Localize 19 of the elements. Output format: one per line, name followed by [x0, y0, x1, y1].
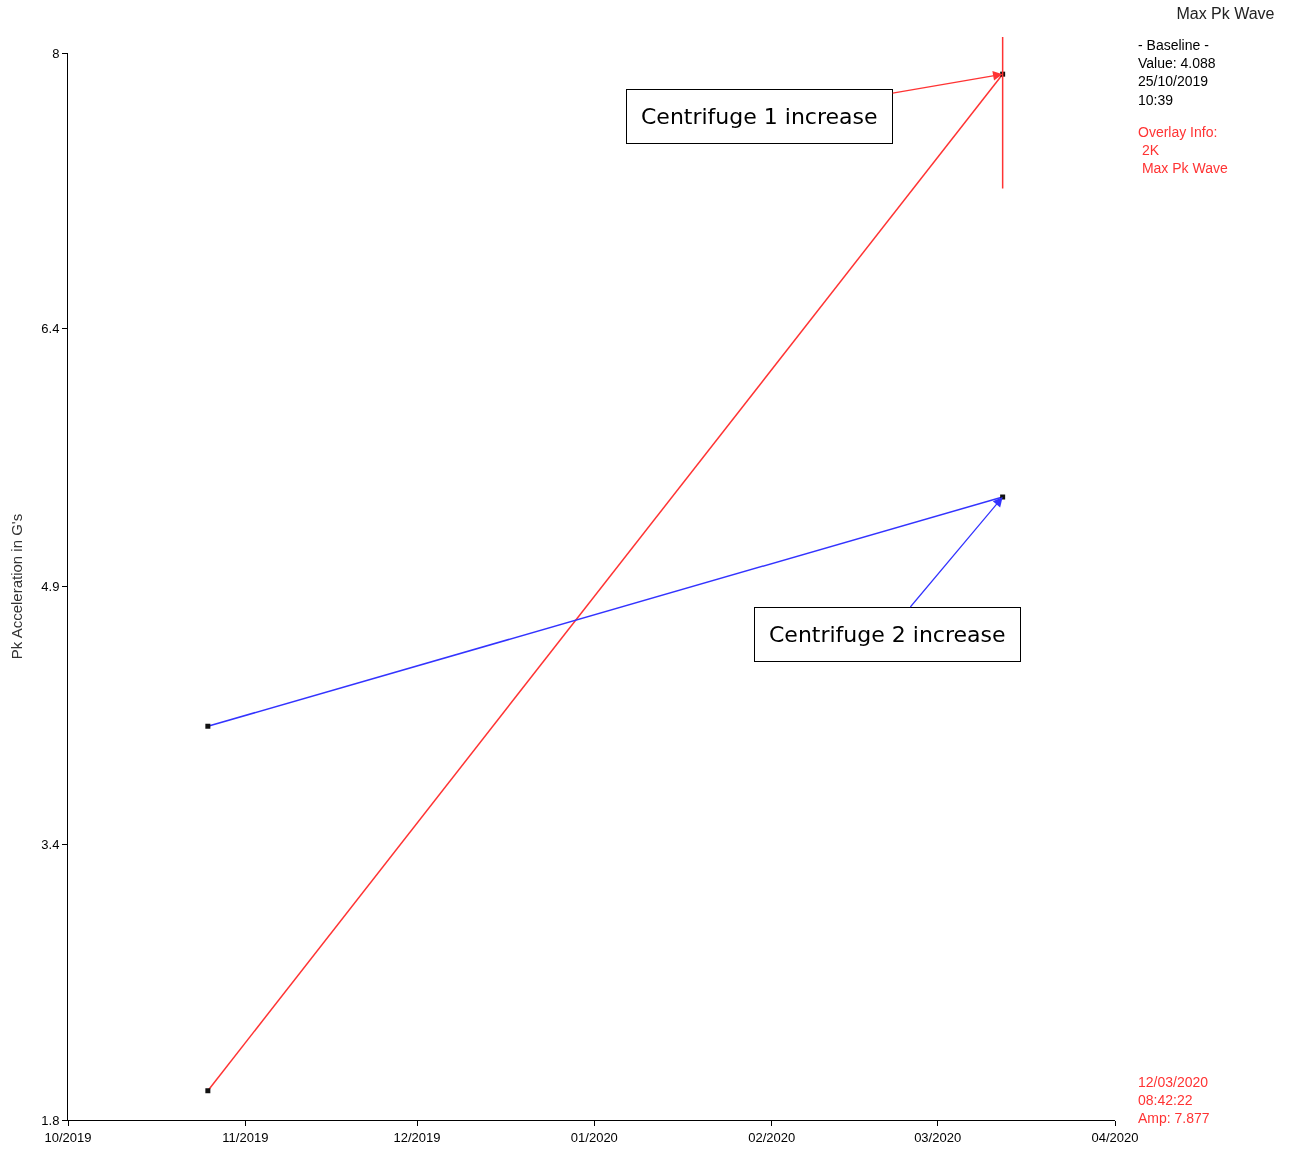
annotation: Centrifuge 2 increase — [769, 622, 1006, 647]
text: Overlay Info: 2K Max Pk Wave — [1138, 124, 1228, 177]
x-tick-label: 12/2019 — [393, 1129, 441, 1145]
y-tick-label: 8 — [52, 45, 60, 61]
x-tick-label: 02/2020 — [748, 1129, 796, 1145]
text: - Baseline - Value: 4.088 25/10/2019 10:39 — [1138, 37, 1216, 108]
x-tick-label: 11/2019 — [222, 1129, 269, 1145]
y-tick-label: 6.4 — [41, 320, 60, 336]
y-tick-label: 1.8 — [41, 1112, 60, 1128]
y-axis-title: Pk Acceleration in G's — [7, 513, 25, 660]
y-tick-label: 3.4 — [41, 837, 60, 853]
x-tick-label: 10/2019 — [44, 1129, 92, 1145]
x-tick-label: 04/2020 — [1091, 1129, 1139, 1145]
annotation: Centrifuge 1 increase — [641, 104, 878, 129]
y-tick-label: 4.9 — [41, 579, 60, 595]
text: 12/03/2020 08:42:22 Amp: 7.877 — [1138, 1074, 1210, 1127]
x-tick-label: 01/2020 — [570, 1129, 618, 1145]
x-tick-label: 03/2020 — [914, 1129, 962, 1145]
text: Max Pk Wave — [1176, 5, 1275, 23]
